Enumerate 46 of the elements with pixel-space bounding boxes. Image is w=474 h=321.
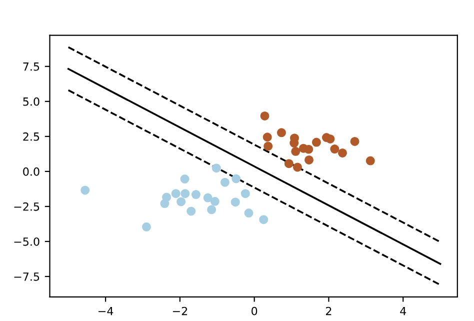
point — [180, 174, 190, 184]
point — [220, 178, 230, 187]
point — [304, 144, 314, 154]
point — [304, 155, 314, 164]
point — [230, 198, 240, 207]
point — [142, 222, 151, 232]
point — [366, 156, 375, 166]
point — [262, 132, 272, 142]
point — [244, 208, 254, 218]
x-tick-label: 2 — [326, 306, 332, 316]
point — [338, 148, 347, 158]
y-tick-label: 0.0 — [23, 167, 40, 176]
y-tick-label: 2.5 — [23, 132, 40, 141]
point — [191, 190, 200, 200]
point — [210, 196, 220, 206]
point — [162, 192, 172, 202]
x-tick-label: 4 — [400, 306, 406, 316]
point — [326, 134, 335, 144]
point — [240, 189, 250, 198]
y-tick-label: 5.0 — [23, 97, 40, 106]
point — [212, 164, 221, 173]
point — [186, 206, 196, 216]
point — [264, 142, 273, 151]
point — [260, 111, 270, 120]
point — [176, 197, 186, 206]
point — [350, 136, 360, 146]
point — [284, 159, 294, 168]
point — [232, 174, 241, 184]
y-tick-label: −5.0 — [14, 237, 40, 246]
y-tick-label: −2.5 — [14, 202, 40, 211]
point — [80, 186, 90, 195]
point — [292, 162, 302, 172]
y-tick-label: −7.5 — [14, 272, 40, 281]
point — [171, 189, 180, 198]
x-tick-label: 0 — [252, 306, 258, 316]
x-tick-label: −2 — [172, 306, 188, 316]
point — [180, 189, 190, 198]
y-tick-label: 7.5 — [23, 62, 40, 71]
x-tick-label: −4 — [98, 306, 114, 316]
point — [291, 146, 300, 156]
point — [203, 193, 212, 202]
point — [330, 144, 340, 154]
point — [259, 215, 268, 224]
point — [276, 128, 286, 138]
point — [312, 138, 321, 147]
point — [207, 205, 216, 214]
